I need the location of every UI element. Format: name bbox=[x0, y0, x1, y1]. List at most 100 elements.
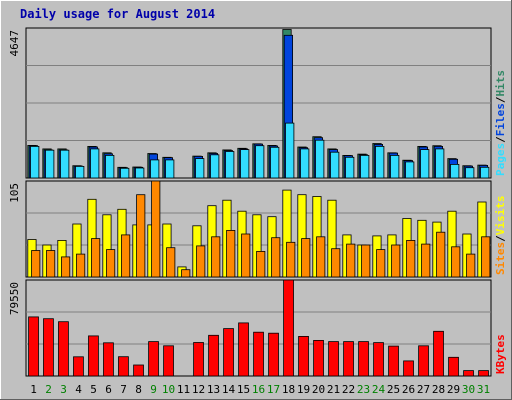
day-label-16: 16 bbox=[252, 383, 265, 396]
day-label-17: 17 bbox=[267, 383, 280, 396]
day-label-27: 27 bbox=[417, 383, 430, 396]
bar-kbytes-day-25 bbox=[388, 345, 399, 377]
day-label-11: 11 bbox=[177, 383, 190, 396]
panel-middle-ymax-label: 105 bbox=[8, 183, 21, 203]
day-label-29: 29 bbox=[447, 383, 460, 396]
day-label-14: 14 bbox=[222, 383, 236, 396]
bar-kbytes-day-3 bbox=[58, 321, 69, 377]
bar-sites-day-21 bbox=[331, 248, 341, 278]
bar-sites-day-26 bbox=[406, 239, 416, 278]
bar-kbytes-day-8 bbox=[133, 364, 144, 377]
day-label-23: 23 bbox=[357, 383, 370, 396]
bar-sites-day-25 bbox=[391, 244, 401, 278]
day-label-4: 4 bbox=[75, 383, 82, 396]
bar-sites-day-11 bbox=[181, 269, 191, 278]
bar-sites-day-19 bbox=[301, 238, 311, 278]
bar-pages-day-12 bbox=[195, 158, 205, 179]
bar-sites-day-31 bbox=[481, 236, 491, 278]
legend-sites: Sites bbox=[494, 242, 507, 275]
bar-kbytes-day-5 bbox=[88, 335, 99, 377]
legend-separator: / bbox=[494, 96, 507, 103]
bar-pages-day-3 bbox=[60, 149, 70, 179]
bar-pages-day-23 bbox=[360, 154, 370, 179]
bar-kbytes-day-29 bbox=[448, 356, 459, 377]
bar-sites-day-14 bbox=[226, 229, 236, 278]
bar-pages-day-24 bbox=[375, 145, 385, 179]
bar-pages-day-14 bbox=[225, 151, 235, 179]
day-labels: 1 2 3 4 5 6 7 8 9 10 11 12 13 14 15 16 17 18 19 20 21 22 23 24 2… bbox=[30, 383, 490, 396]
day-label-13: 13 bbox=[207, 383, 220, 396]
bar-pages-day-16 bbox=[255, 145, 265, 179]
day-label-19: 19 bbox=[297, 383, 310, 396]
bar-kbytes-day-20 bbox=[313, 339, 324, 377]
day-label-1: 1 bbox=[30, 383, 37, 396]
bar-pages-day-7 bbox=[120, 167, 130, 179]
bar-sites-day-1 bbox=[31, 250, 41, 278]
bar-pages-day-13 bbox=[210, 154, 220, 179]
bar-kbytes-day-22 bbox=[343, 341, 354, 377]
bar-pages-day-28 bbox=[435, 148, 445, 179]
bar-sites-day-27 bbox=[421, 243, 431, 278]
chart-panels: 4647Pages/Files/Hits105Sites/Visits79550… bbox=[8, 27, 507, 377]
bar-pages-day-30 bbox=[465, 167, 475, 179]
bar-sites-day-8 bbox=[136, 194, 146, 278]
bar-sites-day-7 bbox=[121, 234, 131, 278]
panel-top-ymax-label: 4647 bbox=[8, 30, 21, 57]
bar-kbytes-day-4 bbox=[73, 356, 84, 377]
bar-pages-day-10 bbox=[165, 159, 175, 179]
bar-kbytes-day-13 bbox=[208, 334, 219, 377]
bar-sites-day-9 bbox=[151, 180, 161, 278]
bar-sites-day-16 bbox=[256, 250, 266, 278]
legend-pages: Pages bbox=[494, 143, 507, 176]
bar-pages-day-27 bbox=[420, 149, 430, 179]
bar-sites-day-10 bbox=[166, 247, 176, 278]
bar-sites-day-18 bbox=[286, 241, 296, 278]
panel-bottom-ymax-label: 79550 bbox=[8, 282, 21, 315]
legend-separator: / bbox=[494, 136, 507, 143]
bar-sites-day-2 bbox=[46, 250, 56, 278]
bar-pages-day-21 bbox=[330, 151, 340, 179]
bar-sites-day-28 bbox=[436, 231, 446, 278]
bar-sites-day-5 bbox=[91, 238, 101, 278]
bar-pages-day-1 bbox=[30, 145, 40, 179]
bar-kbytes-day-21 bbox=[328, 341, 339, 377]
bar-pages-day-2 bbox=[45, 149, 55, 179]
day-label-15: 15 bbox=[237, 383, 250, 396]
bar-kbytes-day-18 bbox=[283, 279, 294, 377]
panel-top-legend: Pages/Files/Hits bbox=[494, 70, 507, 176]
day-label-8: 8 bbox=[135, 383, 142, 396]
bar-pages-day-17 bbox=[270, 146, 280, 179]
bar-kbytes-day-31 bbox=[478, 370, 489, 377]
bar-kbytes-day-10 bbox=[163, 345, 174, 377]
day-label-28: 28 bbox=[432, 383, 445, 396]
bar-sites-day-20 bbox=[316, 236, 326, 278]
bar-kbytes-day-1 bbox=[28, 316, 39, 377]
day-label-2: 2 bbox=[45, 383, 52, 396]
bar-pages-day-26 bbox=[405, 161, 415, 179]
bar-pages-day-15 bbox=[240, 149, 250, 179]
bar-pages-day-20 bbox=[315, 139, 325, 179]
bar-sites-day-6 bbox=[106, 249, 116, 278]
day-label-21: 21 bbox=[327, 383, 340, 396]
day-label-5: 5 bbox=[90, 383, 97, 396]
bar-pages-day-8 bbox=[135, 167, 145, 179]
bar-pages-day-4 bbox=[75, 165, 85, 179]
day-label-31: 31 bbox=[477, 383, 490, 396]
chart-title: Daily usage for August 2014 bbox=[20, 7, 215, 21]
bar-pages-day-25 bbox=[390, 154, 400, 179]
bar-pages-day-29 bbox=[450, 163, 460, 179]
bar-sites-day-12 bbox=[196, 245, 206, 278]
day-label-12: 12 bbox=[192, 383, 205, 396]
bar-sites-day-17 bbox=[271, 237, 281, 278]
bar-kbytes-day-24 bbox=[373, 342, 384, 377]
day-label-7: 7 bbox=[120, 383, 127, 396]
bar-pages-day-31 bbox=[480, 166, 490, 179]
bar-sites-day-15 bbox=[241, 233, 251, 278]
bar-kbytes-day-9 bbox=[148, 341, 159, 377]
bar-kbytes-day-30 bbox=[463, 370, 474, 377]
day-label-22: 22 bbox=[342, 383, 355, 396]
day-label-10: 10 bbox=[162, 383, 175, 396]
bar-sites-day-23 bbox=[361, 244, 371, 278]
legend-hits: Hits bbox=[494, 70, 507, 97]
